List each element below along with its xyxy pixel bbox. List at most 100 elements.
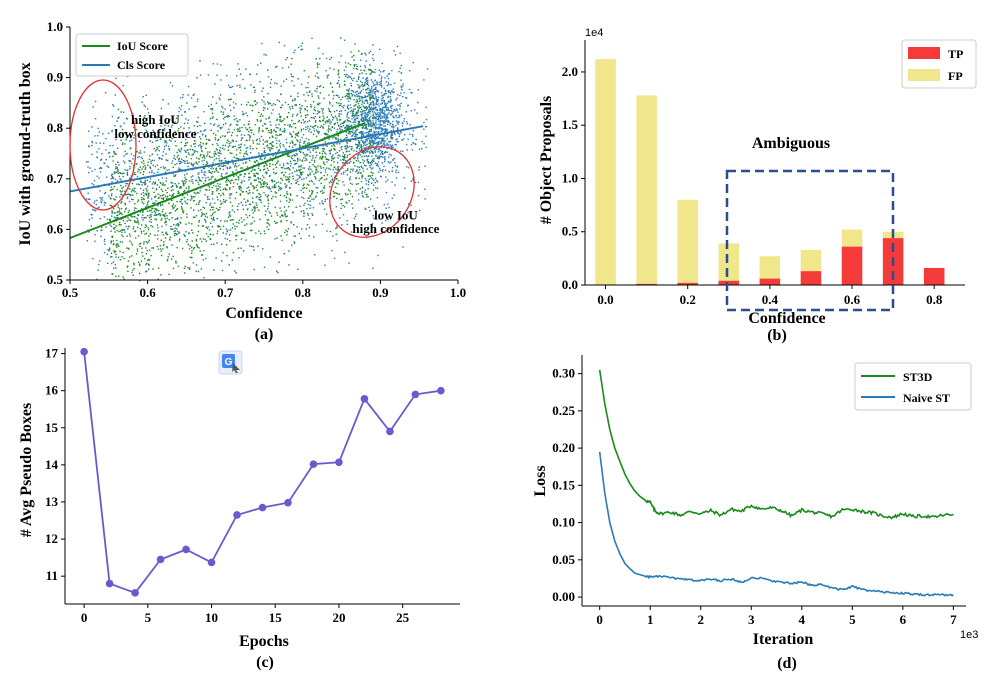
scatter-point	[311, 214, 314, 216]
scatter-point	[220, 153, 222, 155]
scatter-point	[286, 167, 288, 169]
scatter-point	[275, 196, 277, 198]
scatter-point	[103, 162, 105, 164]
scatter-point	[368, 134, 370, 136]
scatter-point	[236, 75, 238, 77]
scatter-point	[207, 176, 209, 179]
scatter-point	[155, 188, 158, 190]
scatter-point	[308, 218, 311, 220]
scatter-point	[368, 137, 370, 139]
scatter-point	[217, 225, 219, 227]
scatter-point	[319, 102, 321, 104]
scatter-point	[376, 142, 378, 144]
scatter-point	[125, 139, 127, 141]
scatter-point	[97, 207, 99, 209]
scatter-point	[400, 150, 402, 152]
scatter-point	[347, 89, 350, 92]
scatter-point	[371, 125, 373, 128]
scatter-point	[206, 143, 208, 145]
scatter-point	[407, 167, 410, 169]
scatter-point	[324, 264, 326, 266]
scatter-point	[380, 147, 382, 149]
scatter-point	[109, 218, 111, 220]
y-axis-label: # Avg Pseudo Boxes	[18, 403, 35, 537]
scatter-point	[317, 95, 319, 97]
scatter-point	[265, 171, 267, 173]
scatter-point	[186, 141, 189, 144]
scatter-point	[185, 223, 187, 225]
scatter-point	[299, 205, 301, 207]
scatter-point	[166, 192, 168, 194]
scatter-point	[364, 126, 367, 129]
scatter-point	[124, 162, 126, 164]
scatter-point	[179, 200, 181, 203]
x-tick-label: 0.5	[62, 285, 79, 300]
scatter-point	[281, 179, 284, 181]
scatter-point	[372, 85, 375, 87]
scatter-point	[391, 126, 393, 128]
scatter-point	[260, 232, 262, 235]
scatter-point	[191, 180, 193, 183]
scatter-point	[98, 167, 101, 170]
scatter-point	[373, 123, 375, 125]
scatter-point	[331, 178, 334, 180]
scatter-point	[359, 162, 361, 164]
scatter-point	[168, 273, 170, 276]
scatter-point	[87, 161, 89, 163]
scatter-point	[307, 114, 309, 116]
scatter-point	[360, 118, 362, 120]
scatter-point	[369, 117, 371, 119]
scatter-point	[380, 142, 382, 144]
scatter-point	[351, 94, 354, 96]
scatter-point	[114, 198, 116, 201]
scatter-point	[291, 119, 293, 122]
scatter-point	[196, 243, 198, 246]
scatter-point	[380, 99, 383, 101]
scatter-point	[398, 115, 401, 117]
scatter-point	[212, 218, 214, 220]
scatter-point	[94, 240, 96, 242]
scatter-point	[184, 182, 186, 185]
scatter-point	[303, 142, 305, 145]
scatter-point	[273, 129, 275, 132]
scatter-point	[376, 163, 378, 165]
scatter-point	[210, 217, 213, 220]
scatter-point	[349, 104, 352, 106]
scatter-point	[381, 92, 383, 94]
scatter-point	[208, 179, 210, 181]
scatter-point	[300, 122, 303, 124]
x-tick-label: 5	[849, 612, 856, 627]
scatter-point	[347, 120, 349, 122]
scatter-point	[292, 167, 294, 169]
scatter-point	[169, 236, 171, 238]
scatter-point	[149, 135, 152, 137]
scatter-point	[307, 212, 309, 215]
scatter-point	[379, 156, 381, 158]
scatter-point	[226, 141, 228, 144]
scatter-point	[151, 153, 153, 155]
scatter-point	[367, 87, 369, 90]
scatter-point	[374, 177, 377, 180]
scatter-point	[301, 228, 303, 230]
scatter-point	[352, 133, 354, 135]
scatter-point	[264, 141, 266, 143]
scatter-point	[375, 83, 377, 86]
scatter-point	[104, 92, 107, 94]
scatter-point	[158, 145, 160, 148]
scatter-point	[191, 178, 193, 181]
scatter-point	[368, 178, 370, 180]
scatter-point	[228, 143, 230, 145]
scatter-point	[145, 194, 148, 196]
google-translate-icon[interactable]: G	[218, 350, 243, 375]
scatter-point	[237, 176, 239, 178]
scatter-point	[370, 125, 372, 128]
scatter-point	[111, 236, 113, 238]
scatter-point	[342, 181, 344, 183]
scatter-point	[369, 123, 371, 126]
scatter-point	[243, 232, 245, 234]
scatter-point	[295, 206, 297, 208]
scatter-point	[211, 166, 213, 168]
scatter-point	[316, 169, 318, 171]
scatter-point	[169, 194, 171, 196]
scatter-point	[354, 94, 356, 96]
